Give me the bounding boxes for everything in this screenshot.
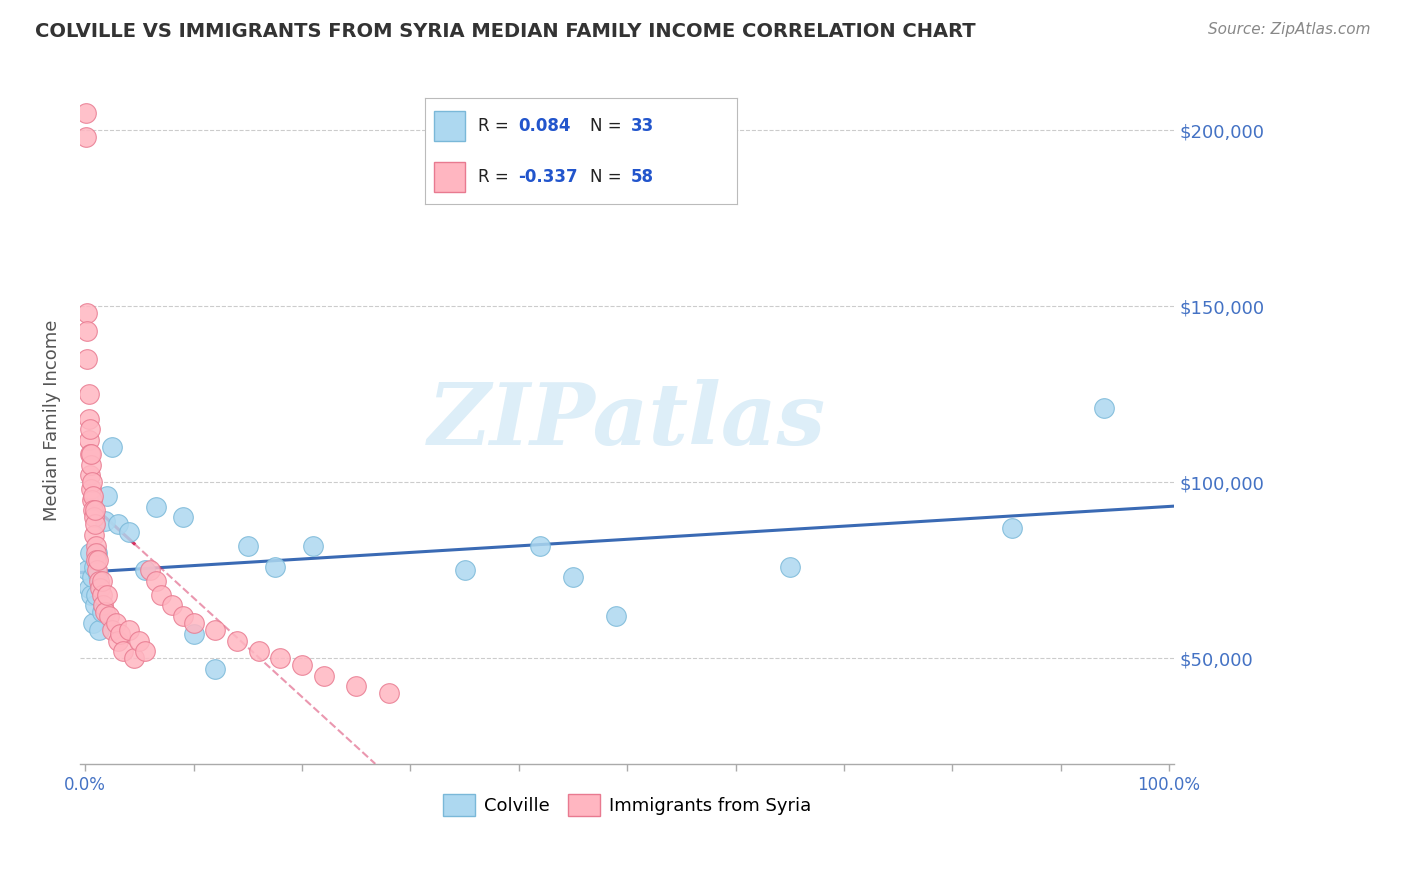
Point (101, 440, 124, 454)
Point (134, 644, 156, 658)
Point (264, 559, 287, 574)
Point (80, 492, 103, 507)
Point (104, 615, 127, 630)
Y-axis label: Median Family Income: Median Family Income (44, 320, 60, 521)
Point (84, 588, 107, 602)
Point (89, 581, 111, 595)
Point (76, 306, 98, 320)
Point (82, 615, 104, 630)
Point (84, 546, 107, 560)
Point (89, 574, 111, 588)
Point (98, 609, 121, 624)
Point (107, 517, 129, 532)
Point (77, 581, 100, 595)
Point (89, 623, 111, 637)
Text: COLVILLE VS IMMIGRANTS FROM SYRIA MEDIAN FAMILY INCOME CORRELATION CHART: COLVILLE VS IMMIGRANTS FROM SYRIA MEDIAN… (35, 22, 976, 41)
Point (101, 623, 124, 637)
Point (312, 669, 335, 683)
Point (302, 539, 325, 553)
Point (344, 679, 367, 693)
Point (247, 644, 270, 658)
Point (76, 352, 98, 367)
Point (291, 658, 314, 673)
Point (145, 574, 167, 588)
Point (80, 475, 103, 490)
Point (1001, 521, 1024, 535)
Point (80, 458, 103, 472)
Text: Source: ZipAtlas.com: Source: ZipAtlas.com (1208, 22, 1371, 37)
Point (172, 510, 194, 524)
Point (76, 563, 98, 577)
Point (80, 483, 103, 497)
Point (204, 662, 226, 676)
Point (87, 552, 110, 566)
Point (377, 686, 399, 700)
Point (96, 588, 118, 602)
Point (77, 387, 100, 401)
Legend: Colville, Immigrants from Syria: Colville, Immigrants from Syria (436, 787, 818, 823)
Point (77, 433, 100, 447)
Point (77, 412, 100, 426)
Point (75, 105, 97, 120)
Point (86, 546, 108, 560)
Point (79, 422, 101, 436)
Point (134, 563, 156, 577)
Point (94, 606, 117, 620)
Point (183, 626, 205, 640)
Point (117, 623, 139, 637)
Point (84, 503, 107, 517)
Point (269, 651, 291, 665)
Point (76, 324, 98, 338)
Point (529, 539, 551, 553)
Point (87, 566, 110, 581)
Point (80, 447, 103, 461)
Point (79, 447, 101, 461)
Point (82, 489, 104, 503)
Text: ZIPatlas: ZIPatlas (427, 379, 827, 462)
Point (79, 468, 101, 483)
Point (145, 500, 167, 514)
Point (160, 599, 183, 613)
Point (90, 574, 112, 588)
Point (96, 489, 118, 503)
Point (84, 517, 107, 532)
Point (90, 588, 112, 602)
Point (172, 609, 194, 624)
Point (605, 609, 627, 624)
Point (122, 651, 145, 665)
Point (82, 503, 104, 517)
Point (83, 559, 105, 574)
Point (150, 588, 173, 602)
Point (75, 130, 97, 145)
Point (80, 570, 103, 584)
Point (204, 623, 226, 637)
Point (1092, 401, 1115, 416)
Point (79, 546, 101, 560)
Point (90, 606, 112, 620)
Point (84, 599, 107, 613)
Point (226, 633, 249, 648)
Point (91, 599, 114, 613)
Point (779, 559, 801, 574)
Point (94, 514, 117, 528)
Point (183, 615, 205, 630)
Point (128, 633, 150, 648)
Point (83, 528, 105, 542)
Point (108, 626, 131, 640)
Point (83, 510, 105, 524)
Point (107, 633, 129, 648)
Point (236, 539, 259, 553)
Point (84, 539, 107, 553)
Point (117, 524, 139, 539)
Point (86, 563, 108, 577)
Point (80, 588, 103, 602)
Point (139, 563, 162, 577)
Point (453, 563, 475, 577)
Point (84, 552, 107, 566)
Point (562, 570, 585, 584)
Point (112, 644, 135, 658)
